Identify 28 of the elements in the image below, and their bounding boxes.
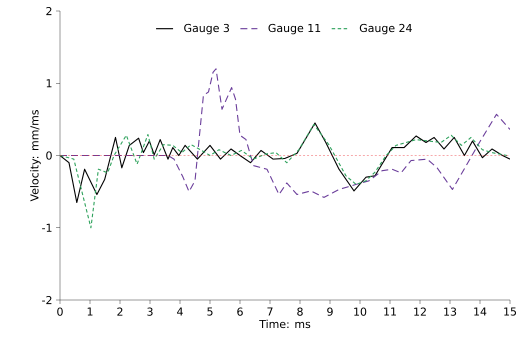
x-tick-label: 3 bbox=[147, 308, 153, 316]
legend-label: Gauge 11 bbox=[268, 24, 320, 34]
y-tick-label: 2 bbox=[46, 6, 52, 16]
x-tick-label: 12 bbox=[414, 308, 426, 316]
x-tick-label: 8 bbox=[297, 308, 303, 316]
y-tick-label: 1 bbox=[46, 79, 52, 88]
x-tick-label: 14 bbox=[474, 308, 486, 316]
legend-label: Gauge 3 bbox=[184, 24, 229, 34]
y-axis-title: Velocity: mm/ms bbox=[30, 110, 41, 202]
y-tick-label: -2 bbox=[42, 296, 52, 304]
x-tick-label: 15 bbox=[504, 308, 516, 316]
x-tick-label: 6 bbox=[237, 308, 243, 316]
x-tick-label: 0 bbox=[57, 308, 63, 316]
x-tick-label: 5 bbox=[207, 308, 213, 316]
y-tick-label: 0 bbox=[46, 151, 52, 160]
x-tick-label: 9 bbox=[327, 308, 333, 316]
legend-label: Gauge 24 bbox=[360, 24, 412, 34]
x-tick-label: 13 bbox=[444, 308, 456, 316]
x-tick-label: 11 bbox=[384, 308, 396, 316]
x-tick-label: 1 bbox=[88, 308, 92, 316]
line-series bbox=[60, 124, 508, 228]
x-tick-label: 4 bbox=[177, 308, 183, 316]
x-axis-title: Time: ms bbox=[259, 320, 310, 328]
x-tick-label: 7 bbox=[267, 308, 273, 316]
line-series bbox=[60, 68, 510, 198]
y-tick-label: -1 bbox=[42, 224, 52, 232]
x-tick-label: 2 bbox=[117, 308, 122, 316]
x-tick-label: 10 bbox=[354, 308, 366, 316]
